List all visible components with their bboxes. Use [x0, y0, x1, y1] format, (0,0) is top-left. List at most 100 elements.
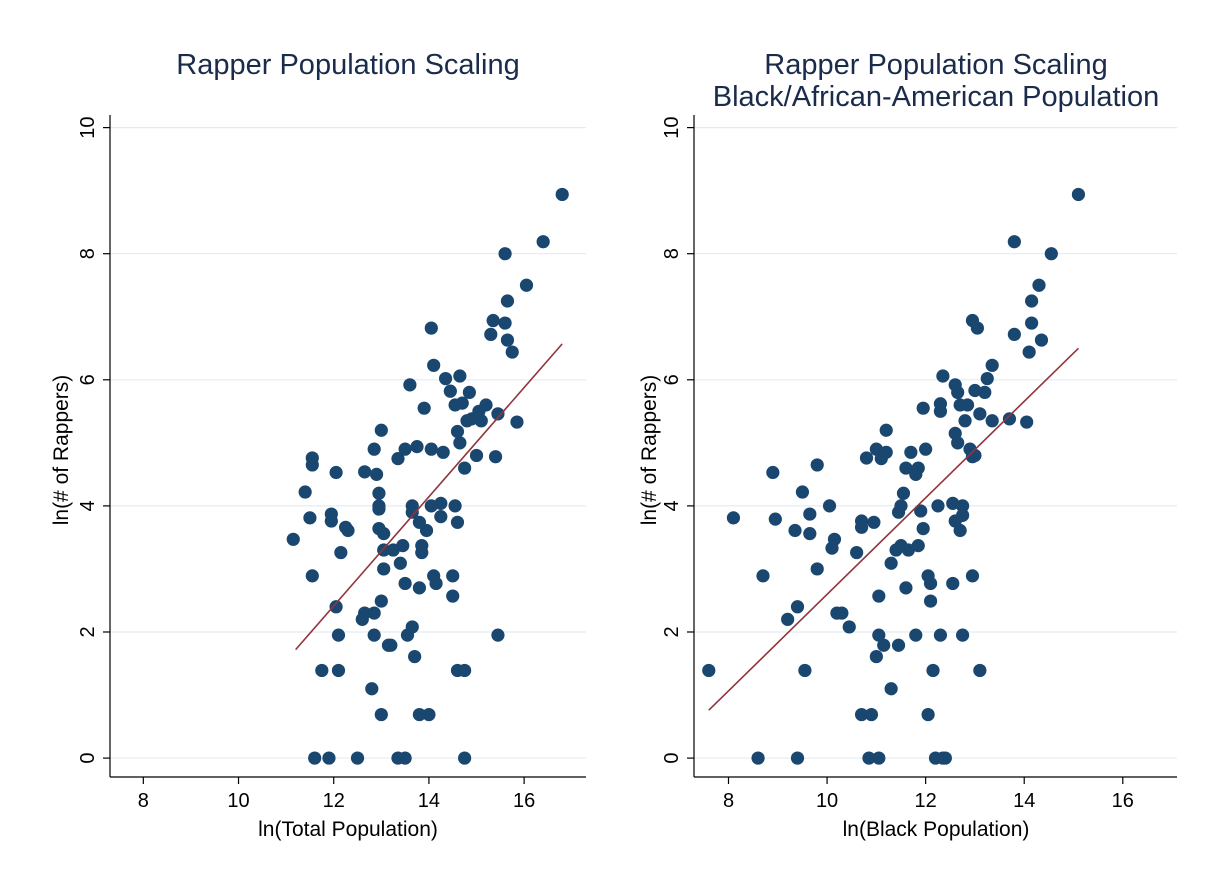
data-point: [429, 576, 443, 591]
data-point: [305, 451, 319, 465]
chart-title-line-2: Black/African-American Population: [713, 81, 1159, 113]
data-point: [879, 445, 893, 459]
y-axis-label: ln(# of Rappers): [638, 375, 661, 526]
data-point: [419, 523, 434, 538]
x-tick-label: 8: [723, 790, 734, 812]
data-point: [864, 707, 879, 722]
y-tick-label: 2: [661, 626, 683, 637]
data-point: [403, 378, 417, 392]
data-point: [956, 628, 970, 642]
data-point: [331, 628, 346, 642]
chart-title-line-1: Rapper Population Scaling: [176, 49, 519, 81]
data-point: [946, 496, 960, 510]
data-point: [751, 751, 765, 765]
data-point: [1002, 412, 1017, 426]
data-point: [862, 751, 876, 765]
data-point: [980, 371, 994, 386]
data-point: [455, 396, 469, 410]
data-point: [916, 401, 930, 415]
data-point: [951, 436, 965, 450]
data-point: [909, 628, 923, 642]
data-point: [427, 358, 441, 372]
data-point: [510, 415, 524, 429]
data-point: [854, 520, 869, 534]
data-point: [869, 649, 883, 664]
data-point: [398, 442, 412, 456]
data-point: [486, 313, 500, 328]
data-point: [458, 663, 472, 678]
data-point: [965, 569, 980, 583]
data-point: [810, 458, 824, 472]
data-point: [329, 600, 343, 614]
data-point: [303, 511, 317, 525]
data-point: [417, 401, 431, 415]
scatter-panel-2: Rapper Population ScalingBlack/African-A…: [638, 49, 1177, 841]
data-point: [756, 569, 770, 583]
data-point: [305, 569, 319, 583]
data-point: [923, 594, 938, 608]
data-point: [434, 510, 448, 524]
data-point: [1025, 294, 1039, 308]
data-point: [438, 371, 453, 386]
x-tick-label: 14: [1013, 790, 1035, 812]
data-point: [374, 707, 388, 722]
scatter-panel-1: Rapper Population Scaling 0 2 4 6 8 10 8 10 12 14 1…: [50, 49, 586, 841]
data-point: [462, 385, 476, 400]
data-point: [904, 445, 918, 459]
data-point: [479, 398, 493, 412]
data-point: [803, 527, 817, 541]
x-axis-label: ln(Black Population): [843, 818, 1030, 841]
fit-line: [295, 343, 563, 651]
data-point: [781, 612, 795, 626]
data-point: [872, 751, 886, 765]
x-tick-label: 8: [138, 790, 149, 812]
data-point: [286, 532, 300, 546]
data-point: [1007, 235, 1021, 249]
data-point: [367, 442, 381, 456]
data-point: [931, 499, 945, 513]
data-point: [334, 545, 348, 560]
x-tick-label: 12: [915, 790, 937, 812]
data-point: [914, 504, 928, 518]
data-point: [408, 649, 422, 664]
data-point: [901, 543, 915, 557]
data-point: [916, 521, 930, 536]
data-point: [505, 345, 519, 359]
data-point: [488, 450, 503, 464]
data-point: [358, 606, 372, 620]
y-axis-label: ln(# of Rappers): [50, 375, 73, 526]
y-tick-label: 8: [77, 248, 99, 259]
data-point: [453, 369, 467, 383]
data-point: [872, 589, 886, 603]
data-point: [872, 628, 886, 642]
y-tick-label: 10: [77, 116, 99, 138]
data-point: [827, 532, 842, 546]
y-tick-label: 4: [77, 500, 99, 511]
data-point: [450, 424, 465, 439]
data-point: [341, 523, 355, 538]
data-point: [790, 751, 805, 765]
data-point: [374, 594, 388, 608]
data-point: [919, 442, 933, 456]
data-point: [810, 562, 824, 576]
data-point: [398, 576, 412, 591]
data-point: [369, 467, 384, 481]
data-point: [923, 576, 938, 591]
data-point: [448, 499, 462, 513]
data-point: [926, 663, 940, 678]
data-point: [956, 499, 970, 513]
data-point: [500, 294, 515, 308]
data-point: [911, 539, 925, 553]
data-point: [1007, 327, 1021, 342]
data-point: [367, 606, 381, 620]
data-point: [324, 507, 338, 521]
data-point: [434, 496, 448, 510]
data-point: [951, 385, 965, 400]
x-axis-label: ln(Total Population): [258, 818, 438, 841]
data-point: [405, 620, 419, 634]
data-point: [396, 539, 410, 553]
data-point: [350, 751, 365, 765]
data-point: [329, 465, 343, 480]
data-point: [372, 486, 386, 500]
